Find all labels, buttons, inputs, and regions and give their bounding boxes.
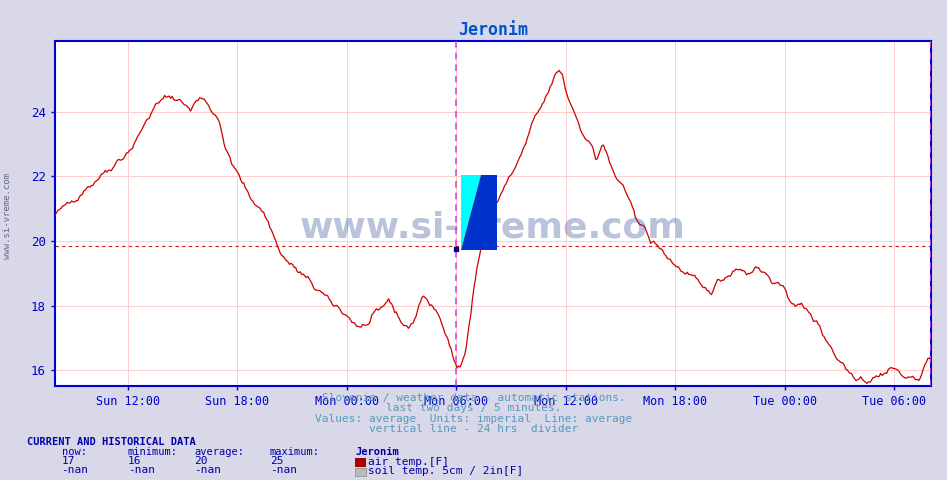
Text: www.si-vreme.com: www.si-vreme.com [3, 173, 12, 259]
Text: -nan: -nan [270, 465, 297, 475]
Polygon shape [461, 175, 481, 250]
Text: 16: 16 [128, 456, 141, 466]
Text: vertical line - 24 hrs  divider: vertical line - 24 hrs divider [369, 424, 578, 434]
Text: 17: 17 [62, 456, 75, 466]
Text: now:: now: [62, 447, 86, 457]
Text: www.si-vreme.com: www.si-vreme.com [300, 210, 686, 244]
Text: -nan: -nan [62, 465, 89, 475]
Text: -nan: -nan [128, 465, 155, 475]
Polygon shape [461, 175, 497, 250]
Text: soil temp. 5cm / 2in[F]: soil temp. 5cm / 2in[F] [368, 466, 524, 476]
Text: 20: 20 [194, 456, 207, 466]
Text: -nan: -nan [194, 465, 222, 475]
Title: Jeronim: Jeronim [458, 21, 527, 39]
Text: minimum:: minimum: [128, 447, 178, 457]
Text: average:: average: [194, 447, 244, 457]
Text: maximum:: maximum: [270, 447, 320, 457]
Text: CURRENT AND HISTORICAL DATA: CURRENT AND HISTORICAL DATA [27, 437, 195, 447]
Text: Jeronim: Jeronim [355, 447, 399, 457]
Text: air temp.[F]: air temp.[F] [368, 456, 450, 467]
Text: last two days / 5 minutes.: last two days / 5 minutes. [385, 403, 562, 413]
Text: Slovenia / weather data - automatic stations.: Slovenia / weather data - automatic stat… [322, 393, 625, 403]
Text: 25: 25 [270, 456, 283, 466]
Text: Values: average  Units: imperial  Line: average: Values: average Units: imperial Line: av… [314, 414, 633, 424]
